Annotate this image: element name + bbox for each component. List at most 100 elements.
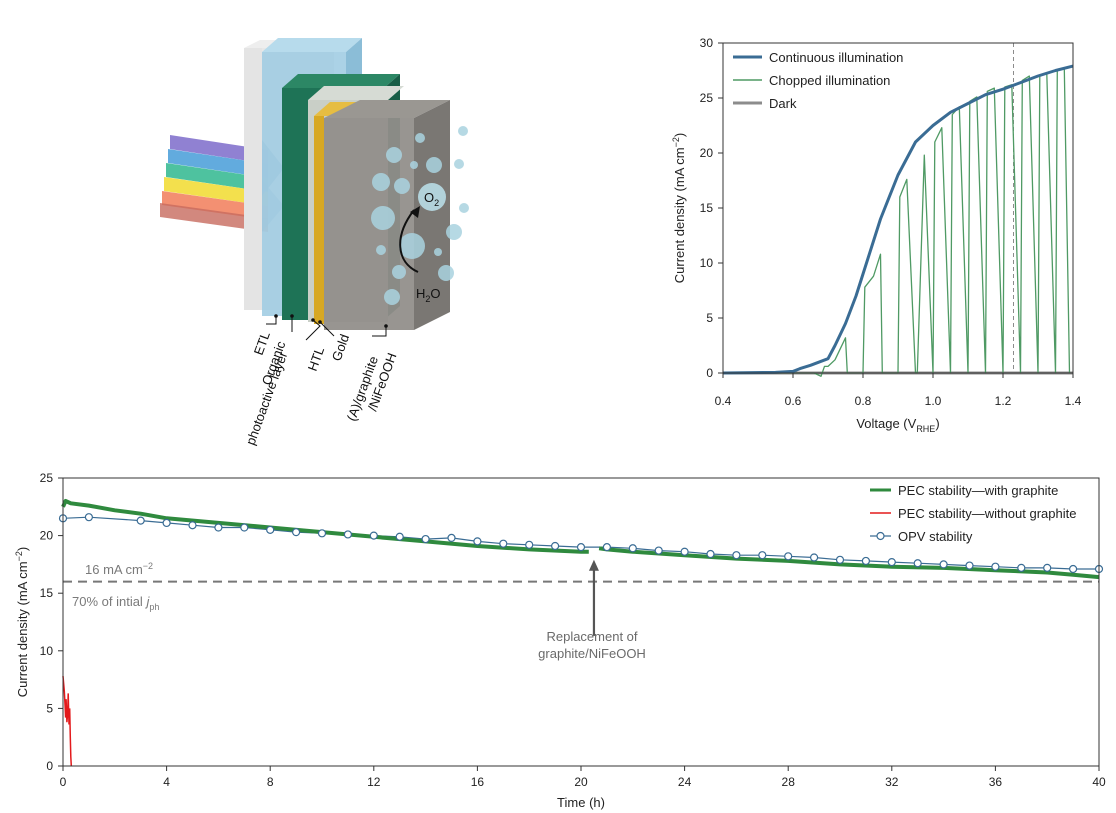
opv-marker [188,521,197,530]
h2o-label: H2O [416,286,441,304]
jv-xtick-label: 1.0 [925,394,942,408]
stability-xtick-label: 24 [678,775,692,789]
legend-with-graphite: PEC stability—with graphite [898,483,1058,498]
opv-marker [84,513,94,522]
opv-marker [162,518,171,528]
jv-ytick-label: 15 [700,201,714,215]
legend-chopped: Chopped illumination [769,73,890,88]
series-pec-without-graphite [62,676,73,767]
opv-marker [266,525,275,534]
o2-label: O2 [424,190,439,208]
opv-marker [784,552,793,561]
opv-marker [576,543,586,552]
annotation-line-1: Replacement of [546,629,637,644]
stability-xlabel: Time (h) [557,795,605,810]
opv-marker [732,551,741,560]
stability-ytick-label: 20 [40,529,54,543]
jv-xlabel: Voltage (VRHE) [856,416,939,434]
stability-xtick-label: 36 [989,775,1003,789]
opv-marker [913,559,922,568]
opv-marker [499,539,508,548]
opv-marker [680,547,689,556]
replacement-annotation [588,559,599,636]
jv-xtick-label: 0.4 [715,394,732,408]
opv-marker [809,553,819,562]
jv-xtick-label: 1.2 [995,394,1012,408]
opv-marker [525,540,534,549]
jv-chart: 0.4 0.6 0.8 1.0 1.2 1.4 0 5 10 15 20 25 30 Voltage (… [671,36,1082,434]
stability-legend: PEC stability—with graphite PEC stabilit… [870,483,1076,544]
jv-ytick-label: 5 [706,311,713,325]
stability-ytick-label: 25 [40,471,54,485]
opv-marker [447,533,456,543]
opv-marker [136,516,145,525]
stability-ylabel: Current density (mA cm−2) [14,547,30,697]
jv-ytick-label: 30 [700,36,714,50]
device-schematic: O2 H2O ETL Organic photoactive layer HTL… [160,38,469,447]
leader-lines [266,316,387,341]
opv-marker [550,541,560,551]
opv-marker [654,546,663,555]
opv-marker [965,561,974,570]
opv-marker [628,544,637,553]
stability-xtick-label: 8 [267,775,274,789]
jv-ytick-label: 10 [700,256,714,270]
opv-marker [861,556,871,566]
reference-label-bottom: 70% of intial jph [72,594,159,612]
opv-marker [240,523,249,532]
opv-marker [317,529,327,538]
series-opv-stability [62,516,1099,570]
light-beam [160,135,284,232]
opv-marker [706,549,715,559]
jv-legend: Continuous illumination Chopped illumina… [733,50,903,111]
opv-marker [1043,563,1052,572]
opv-marker [369,531,378,540]
legend-opv: OPV stability [898,529,973,544]
stability-xtick-label: 40 [1092,775,1106,789]
reaction-arrow [399,209,419,273]
bubbles [371,126,469,305]
opv-marker [939,560,948,569]
stability-ytick-label: 5 [46,701,53,715]
jv-xtick-label: 0.8 [855,394,872,408]
stability-xtick-label: 32 [885,775,899,789]
series-pec-with-graphite-segment-2 [598,546,1100,580]
opv-marker [991,562,1000,571]
legend-dark: Dark [769,96,797,111]
legend-without-graphite: PEC stability—without graphite [898,506,1076,521]
opv-marker [1017,563,1026,572]
jv-ytick-label: 0 [706,366,713,380]
stability-xtick-label: 0 [60,775,67,789]
legend-continuous: Continuous illumination [769,50,903,65]
stability-ytick-label: 15 [40,586,54,600]
opv-marker [421,534,430,544]
stability-xtick-label: 20 [574,775,588,789]
stability-xtick-label: 28 [782,775,796,789]
opv-marker [835,555,845,564]
opv-marker [292,528,301,537]
opv-marker [758,551,767,560]
bubble-icon [386,147,402,163]
opv-marker [887,557,896,567]
jv-ylabel: Current density (mA cm−2) [671,133,687,283]
stability-xtick-label: 16 [471,775,485,789]
jv-xtick-label: 0.6 [785,394,802,408]
stability-xtick-label: 12 [367,775,381,789]
opv-marker [602,543,612,552]
reference-label-top: 16 mA cm−2 [85,561,153,577]
stability-ytick-label: 0 [46,759,53,773]
opv-marker [395,532,404,541]
annotation-line-2: graphite/NiFeOOH [538,646,646,661]
jv-ytick-label: 25 [700,91,714,105]
jv-series-continuous [722,64,1074,375]
stability-ytick-label: 10 [40,644,54,658]
opv-marker [214,523,223,532]
jv-xtick-label: 1.4 [1065,394,1082,408]
opv-marker [473,537,482,546]
opv-marker [1068,564,1078,574]
stability-xtick-label: 4 [163,775,170,789]
annotation-arrow-icon [588,559,599,571]
jv-ytick-label: 20 [700,146,714,160]
opv-marker [343,530,352,539]
